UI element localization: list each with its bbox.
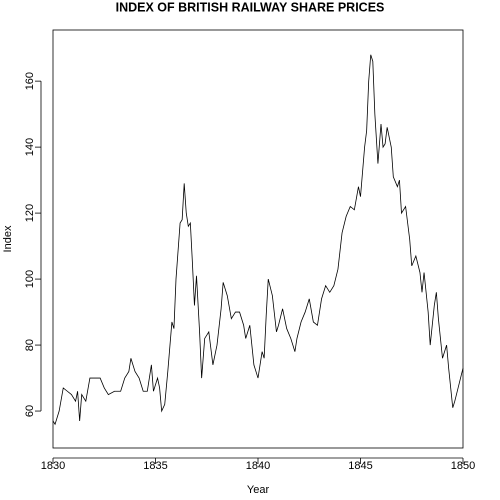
y-tick-label: 140 [24,138,36,156]
y-tick-label: 120 [24,204,36,222]
plot-frame [52,29,464,449]
y-tick-label: 160 [24,72,36,90]
y-tick-label: 60 [24,405,36,417]
y-tick-label: 100 [24,270,36,288]
x-axis-label: Year [247,484,270,496]
x-tick-label: 1840 [246,460,270,472]
chart-title: INDEX OF BRITISH RAILWAY SHARE PRICES [116,0,385,14]
x-tick-label: 1830 [41,460,65,472]
y-tick-label: 80 [24,339,36,351]
x-tick-label: 1845 [348,460,372,472]
x-tick-label: 1850 [451,460,475,472]
y-axis-label: Index [2,225,14,252]
x-tick-label: 1835 [143,460,167,472]
data-line [52,54,464,426]
